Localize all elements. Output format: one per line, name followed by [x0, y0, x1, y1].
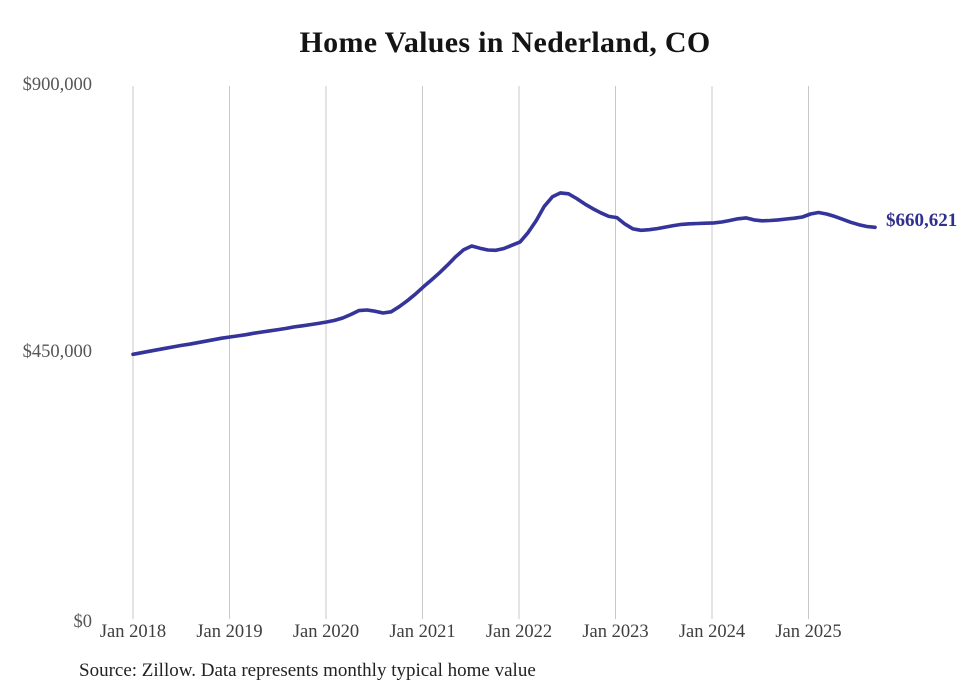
chart-title: Home Values in Nederland, CO: [299, 26, 711, 59]
y-tick-label-450000: $450,000: [22, 342, 92, 362]
x-tick-label: Jan 2022: [485, 622, 553, 642]
x-tick-label: Jan 2019: [196, 622, 263, 642]
value-line: [131, 191, 877, 357]
x-tick-label: Jan 2020: [292, 622, 360, 642]
x-tick-label: Jan 2021: [389, 622, 456, 642]
x-tick-label: Jan 2023: [582, 622, 649, 642]
x-tick-label: Jan 2024: [678, 622, 746, 642]
x-tick-label: Jan 2025: [775, 622, 842, 642]
source-note: Source: Zillow. Data represents monthly …: [79, 660, 536, 681]
y-tick-label-900000: $900,000: [22, 75, 92, 95]
final-value-label: $660,621: [886, 210, 958, 231]
y-tick-label-0: $0: [73, 612, 93, 632]
x-tick-label: Jan 2018: [99, 622, 167, 642]
